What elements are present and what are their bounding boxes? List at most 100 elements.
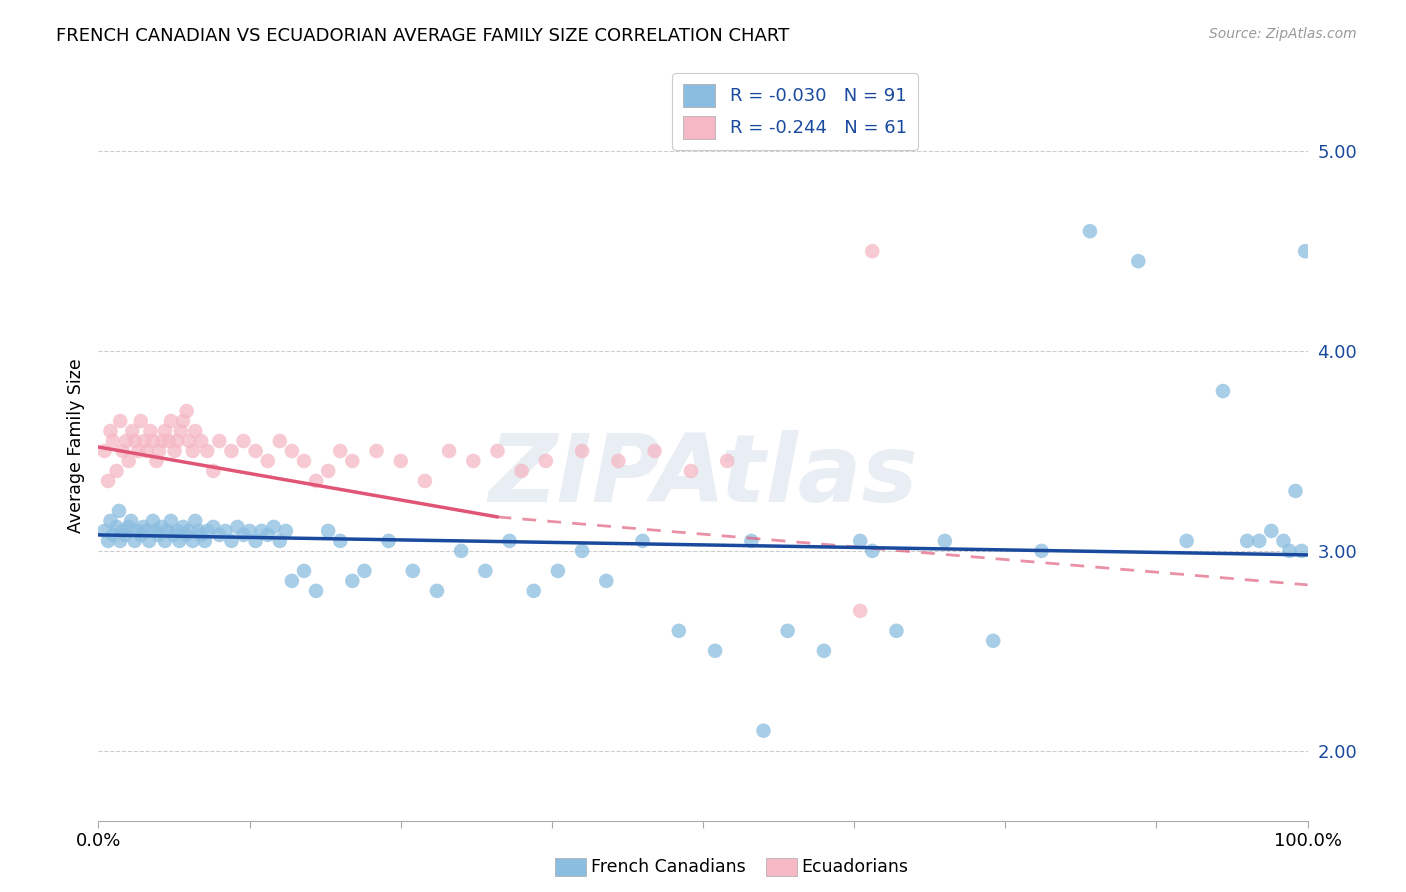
Point	[184, 424, 207, 438]
Point	[97, 533, 120, 548]
Point	[105, 464, 128, 478]
Point	[269, 434, 291, 448]
Point	[547, 564, 569, 578]
Text: French Canadians: French Canadians	[591, 858, 745, 876]
Point	[190, 434, 212, 448]
Point	[679, 464, 702, 478]
Point	[115, 434, 138, 448]
Point	[474, 564, 496, 578]
Point	[157, 434, 180, 448]
Point	[97, 474, 120, 488]
Point	[1260, 524, 1282, 538]
Point	[256, 454, 278, 468]
Point	[134, 434, 156, 448]
Point	[263, 520, 285, 534]
Point	[281, 574, 304, 588]
Point	[523, 583, 546, 598]
Point	[281, 444, 304, 458]
Point	[129, 528, 152, 542]
Point	[135, 444, 157, 458]
Point	[118, 454, 141, 468]
Point	[1294, 244, 1316, 259]
Point	[142, 514, 165, 528]
Point	[160, 514, 183, 528]
Point	[571, 444, 593, 458]
Point	[93, 524, 115, 538]
Point	[377, 533, 399, 548]
Point	[1128, 254, 1150, 268]
Text: Ecuadorians: Ecuadorians	[801, 858, 908, 876]
Point	[534, 454, 557, 468]
Point	[981, 633, 1004, 648]
Point	[202, 464, 225, 478]
Point	[860, 244, 883, 259]
Point	[174, 528, 197, 542]
Point	[292, 454, 315, 468]
Point	[187, 524, 209, 538]
Point	[100, 514, 122, 528]
Point	[316, 524, 339, 538]
Point	[1078, 224, 1101, 238]
Text: FRENCH CANADIAN VS ECUADORIAN AVERAGE FAMILY SIZE CORRELATION CHART: FRENCH CANADIAN VS ECUADORIAN AVERAGE FA…	[56, 27, 790, 45]
Point	[752, 723, 775, 738]
Point	[127, 524, 149, 538]
Point	[108, 533, 131, 548]
Point	[366, 444, 388, 458]
Point	[111, 524, 134, 538]
Point	[510, 464, 533, 478]
Point	[704, 644, 727, 658]
Point	[166, 524, 188, 538]
Point	[316, 464, 339, 478]
Point	[132, 520, 155, 534]
Point	[1284, 483, 1306, 498]
Point	[668, 624, 690, 638]
Point	[162, 528, 184, 542]
Point	[886, 624, 908, 638]
Point	[342, 454, 364, 468]
Point	[232, 434, 254, 448]
Point	[426, 583, 449, 598]
Point	[571, 544, 593, 558]
Point	[245, 444, 267, 458]
Point	[450, 544, 472, 558]
Point	[849, 533, 872, 548]
Point	[138, 533, 160, 548]
Point	[292, 564, 315, 578]
Point	[226, 520, 249, 534]
Point	[1291, 544, 1313, 558]
Point	[108, 504, 131, 518]
Point	[114, 528, 136, 542]
Point	[256, 528, 278, 542]
Point	[239, 524, 262, 538]
Point	[221, 533, 243, 548]
Point	[860, 544, 883, 558]
Point	[108, 414, 131, 428]
Point	[190, 528, 212, 542]
Point	[181, 444, 204, 458]
Point	[120, 514, 142, 528]
Point	[463, 454, 485, 468]
Point	[208, 528, 231, 542]
Point	[305, 583, 328, 598]
Point	[160, 414, 183, 428]
Point	[172, 520, 194, 534]
Point	[184, 514, 207, 528]
Point	[124, 434, 146, 448]
Point	[1272, 533, 1295, 548]
Point	[179, 434, 201, 448]
Point	[644, 444, 666, 458]
Point	[100, 424, 122, 438]
Point	[1278, 544, 1301, 558]
Point	[214, 524, 236, 538]
Point	[274, 524, 297, 538]
Point	[142, 434, 165, 448]
Point	[329, 533, 352, 548]
Point	[402, 564, 425, 578]
Point	[305, 474, 328, 488]
Point	[716, 454, 738, 468]
Point	[101, 528, 124, 542]
Point	[153, 424, 176, 438]
Point	[413, 474, 436, 488]
Point	[195, 444, 218, 458]
Point	[934, 533, 956, 548]
